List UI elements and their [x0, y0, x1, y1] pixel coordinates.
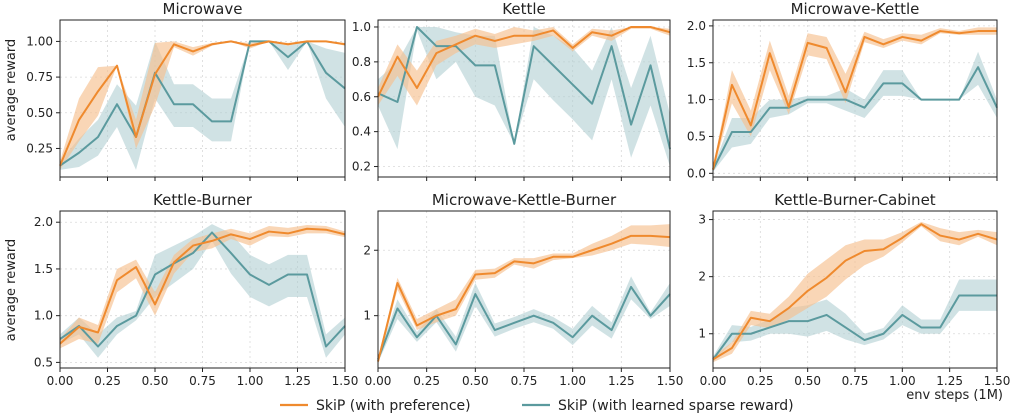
x-tick-label: 0.00: [700, 374, 727, 388]
legend: SkiP (with preference) SkiP (with learne…: [280, 398, 794, 414]
band-series-1: [713, 27, 997, 172]
y-tick-label: 1: [698, 327, 706, 341]
line-series-1: [377, 25, 671, 98]
y-tick-label: 3: [698, 213, 706, 227]
panel-title: Microwave-Kettle: [791, 0, 920, 18]
legend-label-sparse: SkiP (with learned sparse reward): [558, 398, 794, 414]
line-series-2: [59, 40, 346, 167]
y-tick-label: 0.75: [26, 70, 53, 84]
panel-3: 0.0 0.5 1.0 1.5 2.0 Microwave-Kettle: [687, 0, 998, 181]
line-series-2: [377, 25, 671, 150]
x-axis-label: env steps (1M): [906, 388, 1003, 403]
x-tick-label: 0.75: [189, 374, 216, 388]
panel-6: 0.00 0.25 0.50 0.75 1.00 1.25 1.50 1 2 3 Kettle-Bu…: [698, 191, 1010, 388]
panel-title: Microwave: [163, 0, 243, 18]
y-tick-label: 0.4: [352, 125, 371, 139]
line-series-1: [712, 30, 997, 170]
panel-5: 0.00 0.25 0.50 0.75 1.00 1.25 1.50 1 2 Microwave-…: [363, 191, 683, 388]
y-tick-label: 0.2: [352, 160, 371, 174]
y-tick-label: 1: [363, 309, 371, 323]
y-tick-label: 0.6: [352, 90, 371, 104]
y-axis-label-bottom: average reward: [4, 239, 19, 341]
line-series-1: [59, 227, 346, 345]
y-tick-label: 2.0: [34, 215, 53, 229]
panel-4: 0.00 0.25 0.50 0.75 1.00 1.25 1.50 0.5 1.0 1.5 2.0…: [34, 191, 358, 388]
x-tick-label: 1.00: [889, 374, 916, 388]
band-series-2: [60, 224, 345, 358]
x-tick-label: 0.50: [462, 374, 489, 388]
panel-2: 0.2 0.4 0.6 0.8 1.0 Kettle: [352, 0, 671, 181]
band-series-2: [60, 41, 345, 170]
y-tick-label: 2: [363, 243, 371, 257]
x-tick-label: 1.25: [608, 374, 635, 388]
y-tick-label: 0.5: [34, 355, 53, 369]
y-tick-label: 0.8: [352, 55, 371, 69]
y-tick-label: 1.0: [352, 20, 371, 34]
y-tick-label: 1.0: [34, 309, 53, 323]
legend-label-preference: SkiP (with preference): [316, 398, 471, 414]
x-tick-label: 1.00: [559, 374, 586, 388]
panel-title: Kettle-Burner-Cabinet: [774, 191, 936, 209]
x-tick-label: 1.50: [984, 374, 1011, 388]
x-tick-label: 0.75: [842, 374, 869, 388]
panel-title: Kettle: [502, 0, 545, 18]
y-tick-label: 0.50: [26, 106, 53, 120]
x-tick-label: 0.00: [365, 374, 392, 388]
y-tick-label: 1.5: [34, 262, 53, 276]
y-tick-label: 2.0: [687, 19, 706, 33]
y-tick-label: 1.5: [687, 56, 706, 70]
y-tick-label: 0.5: [687, 129, 706, 143]
y-axis-label-top: average reward: [4, 39, 19, 141]
x-tick-label: 0.25: [413, 374, 440, 388]
y-tick-label: 1.0: [687, 93, 706, 107]
line-series-2: [712, 66, 998, 171]
x-tick-label: 1.25: [284, 374, 311, 388]
x-tick-label: 0.25: [747, 374, 774, 388]
line-series-1: [377, 234, 671, 362]
panel-1: 0.25 0.50 0.75 1.00 Microwave: [26, 0, 346, 181]
panel-title: Kettle-Burner: [153, 191, 253, 209]
x-tick-label: 1.00: [237, 374, 264, 388]
x-tick-label: 0.50: [142, 374, 169, 388]
x-tick-label: 1.50: [332, 374, 359, 388]
line-series-1: [59, 40, 346, 166]
x-tick-label: 1.50: [657, 374, 684, 388]
y-tick-label: 1.00: [26, 34, 53, 48]
x-tick-label: 1.25: [936, 374, 963, 388]
line-series-1: [712, 223, 998, 361]
y-tick-label: 0.0: [687, 166, 706, 180]
x-tick-label: 0.00: [47, 374, 74, 388]
line-series-2: [712, 294, 997, 361]
x-tick-label: 0.75: [511, 374, 538, 388]
y-tick-label: 2: [698, 270, 706, 284]
panel-title: Microwave-Kettle-Burner: [432, 191, 617, 209]
band-series-1: [378, 224, 670, 365]
x-tick-label: 0.25: [94, 374, 121, 388]
y-tick-label: 0.25: [26, 141, 53, 155]
x-tick-label: 0.50: [794, 374, 821, 388]
line-series-2: [377, 285, 671, 360]
band-series-2: [713, 51, 997, 172]
